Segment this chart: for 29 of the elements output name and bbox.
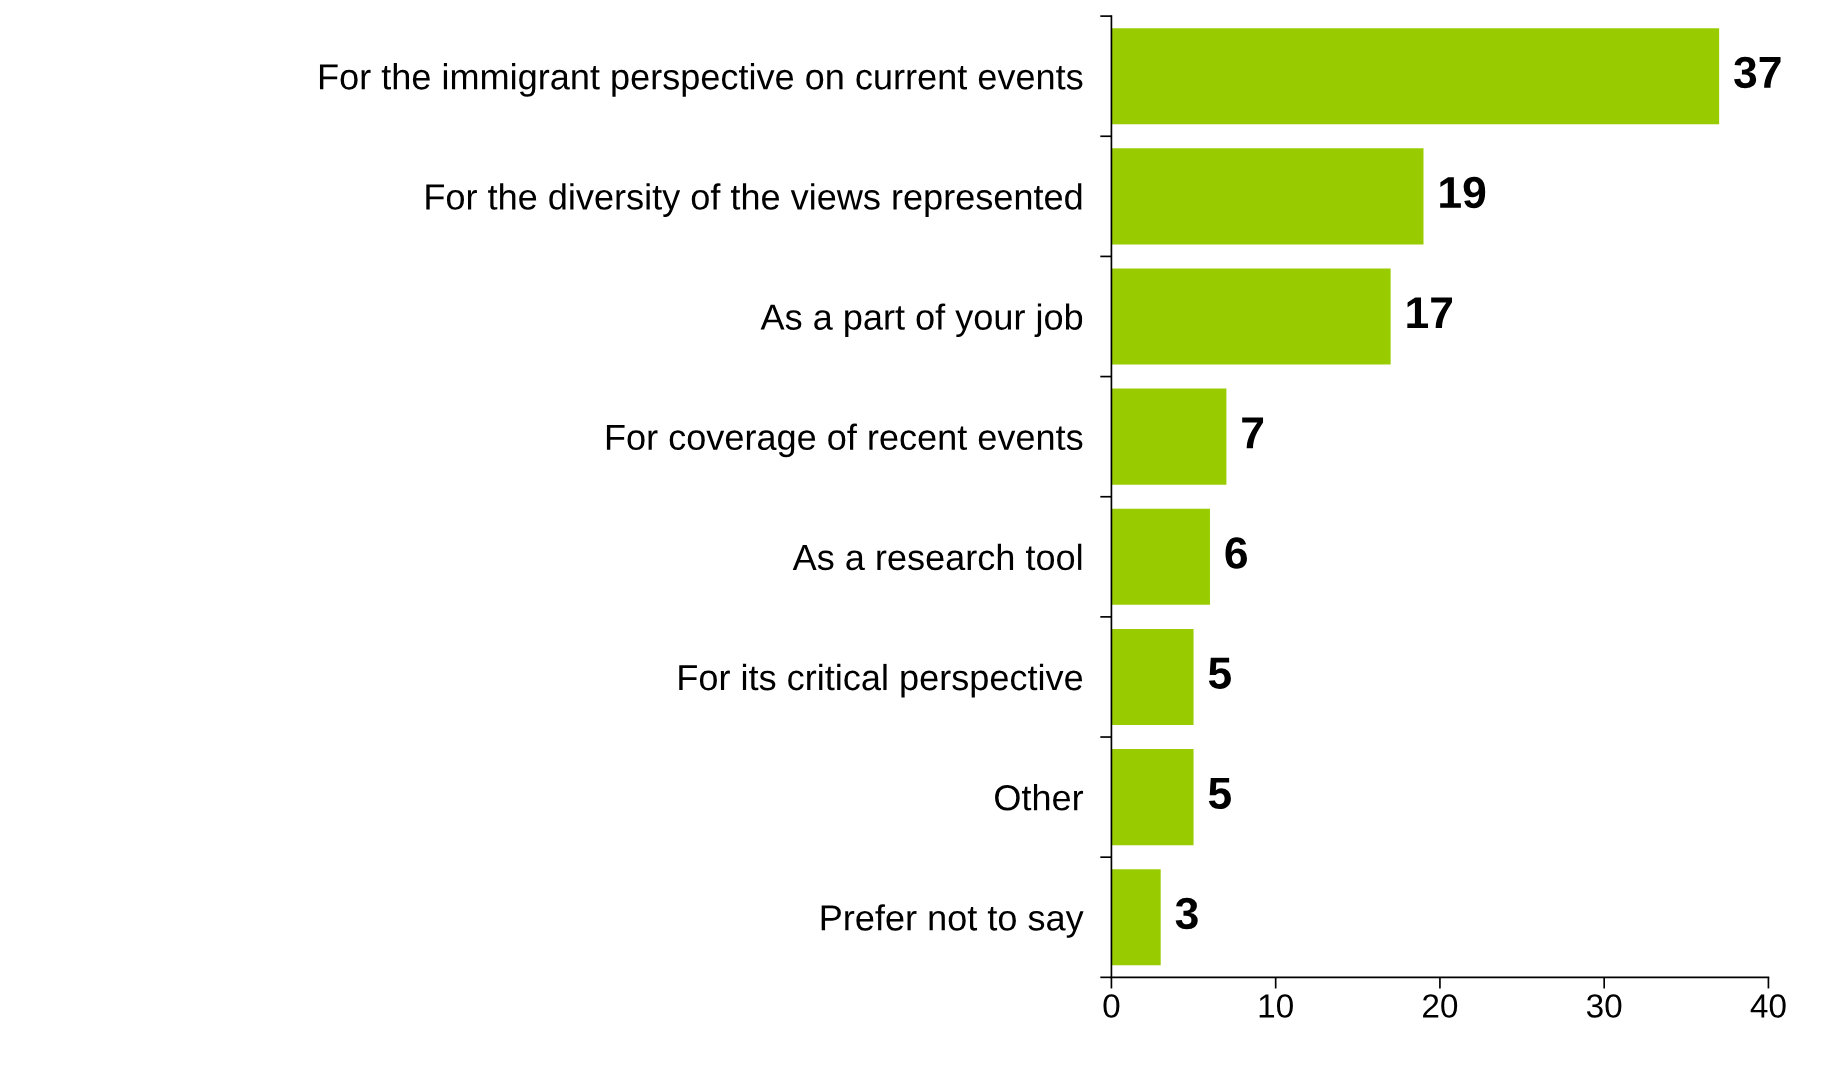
x-tick-label: 10	[1259, 994, 1293, 1018]
bar	[1111, 268, 1391, 365]
y-tick-label: For the immigrant perspective on current events	[319, 63, 1083, 97]
bar	[1111, 148, 1424, 245]
data-label: 17	[1407, 297, 1453, 328]
bar	[1111, 508, 1210, 605]
data-label: 7	[1242, 417, 1264, 449]
bar	[1111, 388, 1227, 485]
data-label: 5	[1208, 657, 1231, 689]
bar	[1111, 28, 1720, 125]
y-tick-label: Prefer not to say	[821, 904, 1084, 938]
y-tick-label: For the diversity of the views represented	[426, 183, 1082, 217]
x-tick-label: 0	[1103, 994, 1120, 1018]
data-label: 5	[1208, 778, 1231, 810]
data-label: 6	[1225, 537, 1247, 569]
y-tick-label: As a research tool	[792, 543, 1082, 571]
data-label: 37	[1734, 56, 1781, 89]
y-tick-label: For coverage of recent events	[606, 423, 1083, 458]
x-tick-label: 40	[1750, 994, 1786, 1018]
bar	[1111, 869, 1161, 966]
bar	[1111, 628, 1194, 726]
bar	[1111, 749, 1194, 846]
x-tick-label: 30	[1586, 994, 1622, 1018]
x-tick-label: 20	[1423, 994, 1458, 1018]
y-tick-label: Other	[995, 784, 1084, 811]
data-label: 19	[1440, 176, 1486, 209]
y-tick-label: For its critical perspective	[679, 663, 1083, 698]
data-label: 3	[1175, 897, 1198, 930]
y-tick-label: As a part of your job	[760, 303, 1083, 338]
